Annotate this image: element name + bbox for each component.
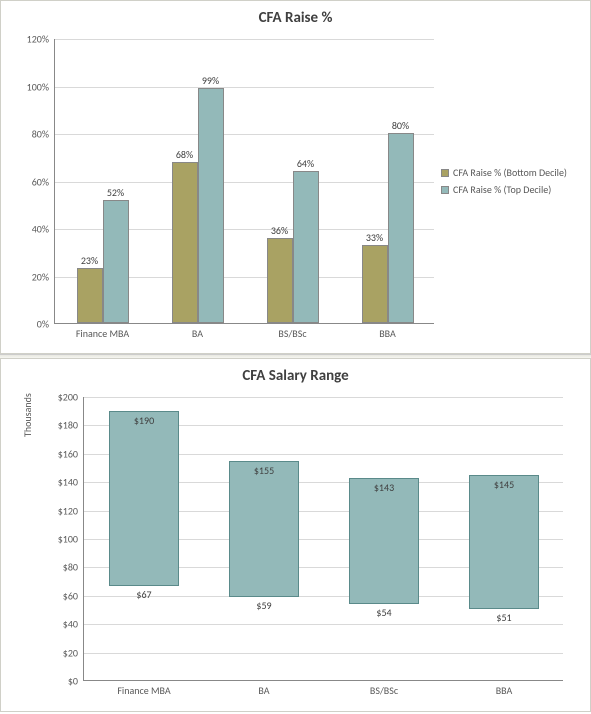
gridline [84,653,563,654]
bar [103,200,129,324]
chart-title: CFA Raise % [1,1,590,27]
data-label: 33% [366,231,383,244]
data-label: 80% [392,119,409,132]
legend-swatch [441,186,449,194]
y-tick-label: $0 [68,675,78,688]
range-bar [229,461,299,597]
legend-label: CFA Raise % (Bottom Decile) [453,166,567,179]
chart-cfa-raise: CFA Raise % 0% 20% 40% 60% 80% 100% 120% Financ… [0,0,591,354]
data-label: 64% [297,157,314,170]
x-tick-label: BBA [496,684,513,697]
legend-label: CFA Raise % (Top Decile) [453,183,551,196]
bar [362,245,388,323]
gridline [55,87,434,88]
bar [267,238,293,324]
chart-cfa-salary-range: CFA Salary Range Thousands $0$20$40$60$8… [0,358,591,712]
data-label: 23% [81,254,98,267]
data-label-low: $54 [376,606,391,619]
y-tick-label: $80 [63,561,78,574]
y-tick-label: 120% [27,33,49,46]
bar [172,162,198,324]
legend-item: CFA Raise % (Top Decile) [441,183,567,196]
y-tick-label: $120 [58,504,78,517]
bar [293,171,319,323]
chart-title: CFA Salary Range [1,359,590,385]
data-label-high: $143 [374,481,394,494]
legend-swatch [441,169,449,177]
x-tick-label: BS/BSc [278,327,306,340]
x-tick-label: BA [192,327,203,340]
data-label: 99% [202,74,219,87]
x-tick-label: BA [258,684,269,697]
y-tick-label: $60 [63,589,78,602]
data-label: 36% [271,224,288,237]
x-tick-label: BBA [379,327,396,340]
y-tick-label: $160 [58,447,78,460]
data-label: 68% [176,148,193,161]
plot-area: $0$20$40$60$80$100$120$140$160$180$200Fi… [83,397,563,681]
legend: CFA Raise % (Bottom Decile) CFA Raise % (… [441,166,567,200]
data-label-low: $59 [256,599,271,612]
y-tick-label: $200 [58,391,78,404]
gridline [84,624,563,625]
range-bar [109,411,179,586]
y-tick-label: 60% [32,175,49,188]
data-label-high: $190 [134,414,154,427]
y-tick-label: $180 [58,419,78,432]
x-tick-label: Finance MBA [76,327,129,340]
y-tick-label: 80% [32,128,49,141]
data-label-low: $51 [496,611,511,624]
gridline [55,39,434,40]
bar [198,88,224,323]
y-tick-label: 40% [32,223,49,236]
gridline [55,182,434,183]
y-tick-label: $100 [58,533,78,546]
y-tick-label: $140 [58,476,78,489]
plot-area: 0%20%40%60%80%100%120%Finance MBA23%52%B… [54,39,434,324]
y-tick-label: $20 [63,646,78,659]
range-bar [349,478,419,604]
gridline [84,397,563,398]
data-label-high: $155 [254,464,274,477]
y-axis-title: Thousands [21,393,34,437]
y-tick-label: 20% [32,270,49,283]
y-tick-label: $40 [63,618,78,631]
data-label: 52% [107,186,124,199]
data-label-low: $67 [136,588,151,601]
x-tick-label: BS/BSc [370,684,398,697]
bar [77,268,103,323]
legend-item: CFA Raise % (Bottom Decile) [441,166,567,179]
range-bar [469,475,539,608]
gridline [55,134,434,135]
bar [388,133,414,323]
y-tick-label: 0% [37,318,49,331]
x-tick-label: Finance MBA [117,684,170,697]
y-tick-label: 100% [27,80,49,93]
data-label-high: $145 [494,478,514,491]
